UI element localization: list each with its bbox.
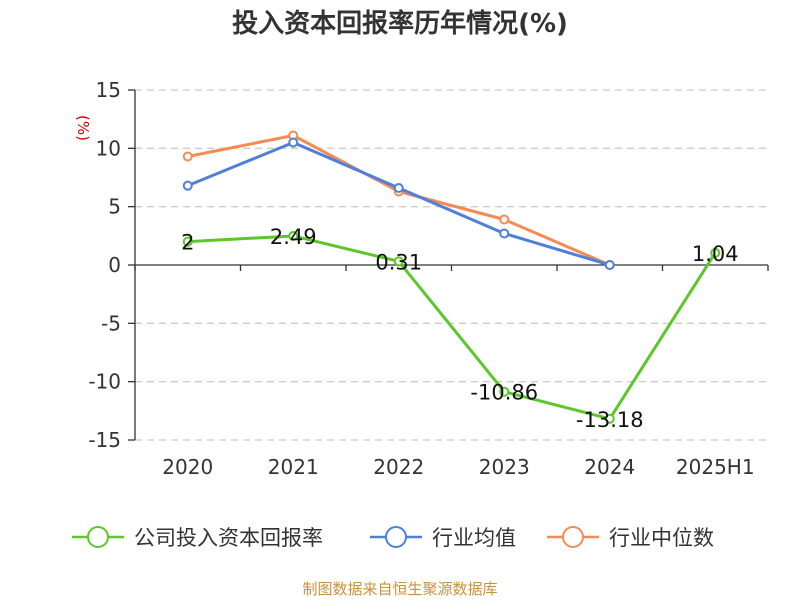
data-point	[393, 183, 404, 193]
data-point	[604, 260, 615, 270]
source-note: 制图数据来自恒生聚源数据库	[302, 580, 497, 598]
series-layer	[182, 130, 721, 424]
legend-item: 行业均值	[370, 526, 516, 550]
data-point	[182, 236, 193, 247]
y-tick-label: -5	[101, 311, 121, 335]
data-label: 0.31	[375, 250, 422, 274]
data-point	[499, 228, 510, 239]
data-label: 1.04	[692, 242, 739, 266]
x-tick-label: 2021	[268, 455, 319, 479]
x-tick-label: 2025H1	[676, 455, 755, 479]
legend-label: 公司投入资本回报率	[134, 526, 323, 550]
y-tick-label: 0	[108, 253, 121, 277]
x-tick-label: 2023	[479, 455, 530, 479]
legend-swatch-marker	[385, 526, 407, 548]
data-label: 2	[181, 231, 194, 255]
data-point	[288, 137, 299, 148]
legend-label: 行业均值	[432, 526, 516, 550]
y-tick-label: 10	[96, 136, 121, 160]
data-label: -10.86	[470, 381, 538, 405]
data-point	[499, 214, 510, 225]
data-point	[499, 386, 510, 397]
axis-layer: 15 10 5 0 -5 -10 -15 2020 2021 2022 2023 2024 2025H1	[88, 78, 769, 479]
data-label-layer: 2 2.49 0.31 -10.86 -13.18 1.04	[181, 225, 739, 432]
data-point	[182, 180, 193, 191]
y-tick-label: 5	[108, 195, 121, 219]
y-tick-label: -10	[88, 370, 121, 394]
series-1	[182, 137, 615, 270]
y-tick-label: -15	[88, 428, 121, 452]
legend-swatch-marker	[87, 526, 109, 548]
chart-title: 投入资本回报率历年情况(%)	[232, 8, 568, 39]
data-point	[288, 230, 299, 241]
x-tick-label: 2022	[373, 455, 424, 479]
x-tick-label: 2024	[584, 455, 635, 479]
x-tick-label: 2020	[162, 455, 213, 479]
legend: 公司投入资本回报率 行业均值 行业中位数	[72, 526, 714, 550]
data-label: -13.18	[576, 408, 644, 432]
legend-swatch-marker	[562, 526, 584, 548]
data-point	[604, 413, 615, 424]
data-label: 2.49	[270, 225, 317, 249]
legend-item: 行业中位数	[547, 526, 714, 550]
data-point	[393, 256, 404, 267]
data-point	[710, 247, 721, 258]
legend-label: 行业中位数	[609, 526, 714, 550]
series-line	[186, 234, 717, 421]
y-axis-unit: (%)	[74, 115, 92, 141]
series-line	[186, 141, 612, 267]
legend-item: 公司投入资本回报率	[72, 526, 323, 550]
data-point	[182, 151, 193, 162]
series-0	[182, 230, 721, 424]
y-tick-label: 15	[96, 78, 121, 102]
